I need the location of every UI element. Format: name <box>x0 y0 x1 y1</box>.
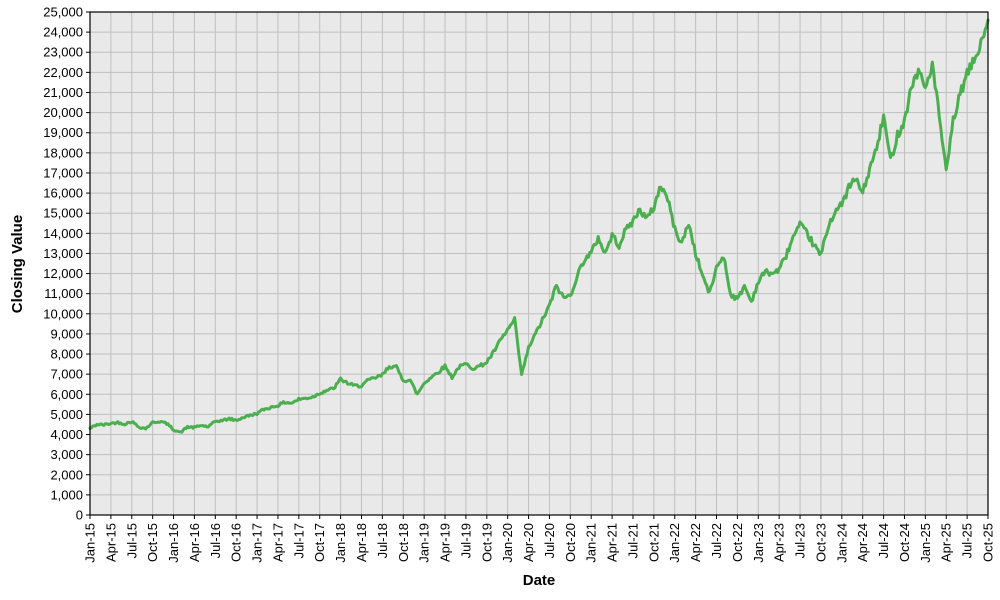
svg-text:11,000: 11,000 <box>44 286 83 301</box>
x-axis-title: Date <box>522 572 556 589</box>
svg-text:22,000: 22,000 <box>43 65 83 80</box>
svg-text:23,000: 23,000 <box>43 45 83 60</box>
svg-text:21,000: 21,000 <box>43 85 83 100</box>
svg-text:20,000: 20,000 <box>43 105 83 120</box>
svg-text:6,000: 6,000 <box>50 387 83 402</box>
svg-text:19,000: 19,000 <box>43 125 83 140</box>
svg-text:Oct-19: Oct-19 <box>479 523 494 562</box>
svg-text:Apr-18: Apr-18 <box>354 523 369 562</box>
svg-text:13,000: 13,000 <box>43 246 83 261</box>
svg-text:Jul-16: Jul-16 <box>208 523 223 558</box>
svg-text:24,000: 24,000 <box>43 25 83 40</box>
svg-text:3,000: 3,000 <box>50 447 83 462</box>
svg-text:Jul-20: Jul-20 <box>542 523 557 558</box>
svg-text:Oct-17: Oct-17 <box>312 523 327 562</box>
svg-text:8,000: 8,000 <box>50 347 83 362</box>
svg-text:Oct-24: Oct-24 <box>897 523 912 562</box>
svg-text:Jan-16: Jan-16 <box>166 523 181 563</box>
svg-text:Jul-25: Jul-25 <box>960 523 975 558</box>
svg-text:Apr-19: Apr-19 <box>438 523 453 562</box>
svg-text:Oct-20: Oct-20 <box>563 523 578 562</box>
svg-text:15,000: 15,000 <box>43 206 83 221</box>
y-axis-title: Closing Value <box>9 214 26 314</box>
svg-text:Jul-19: Jul-19 <box>458 523 473 558</box>
svg-text:Jul-17: Jul-17 <box>291 523 306 558</box>
svg-text:0: 0 <box>76 508 83 523</box>
svg-text:12,000: 12,000 <box>43 266 83 281</box>
svg-text:Jan-18: Jan-18 <box>333 523 348 563</box>
svg-text:25,000: 25,000 <box>43 5 83 20</box>
svg-text:Oct-22: Oct-22 <box>730 523 745 562</box>
svg-text:Oct-18: Oct-18 <box>396 523 411 562</box>
svg-text:Apr-21: Apr-21 <box>605 523 620 562</box>
svg-text:Oct-23: Oct-23 <box>813 523 828 562</box>
svg-text:Apr-16: Apr-16 <box>187 523 202 562</box>
svg-text:Jan-22: Jan-22 <box>667 523 682 563</box>
svg-text:Jul-21: Jul-21 <box>625 523 640 558</box>
svg-text:17,000: 17,000 <box>43 165 83 180</box>
svg-text:18,000: 18,000 <box>43 145 83 160</box>
svg-text:Jan-24: Jan-24 <box>834 523 849 563</box>
svg-text:Apr-15: Apr-15 <box>103 523 118 562</box>
svg-text:16,000: 16,000 <box>43 186 83 201</box>
svg-text:10,000: 10,000 <box>43 306 83 321</box>
svg-text:Oct-21: Oct-21 <box>646 523 661 562</box>
svg-text:9,000: 9,000 <box>50 326 83 341</box>
svg-text:Oct-15: Oct-15 <box>145 523 160 562</box>
svg-text:Apr-22: Apr-22 <box>688 523 703 562</box>
svg-text:Jul-24: Jul-24 <box>876 523 891 558</box>
svg-text:Oct-16: Oct-16 <box>229 523 244 562</box>
svg-text:4,000: 4,000 <box>50 427 83 442</box>
svg-text:Jan-21: Jan-21 <box>584 523 599 563</box>
svg-text:Jan-20: Jan-20 <box>500 523 515 563</box>
svg-text:Oct-25: Oct-25 <box>981 523 996 562</box>
svg-text:5,000: 5,000 <box>50 407 83 422</box>
svg-text:Jul-23: Jul-23 <box>793 523 808 558</box>
svg-text:1,000: 1,000 <box>50 487 83 502</box>
svg-text:Jan-15: Jan-15 <box>83 523 98 563</box>
svg-text:Jan-25: Jan-25 <box>918 523 933 563</box>
svg-text:Apr-24: Apr-24 <box>855 523 870 562</box>
svg-text:2,000: 2,000 <box>50 467 83 482</box>
svg-text:Apr-17: Apr-17 <box>270 523 285 562</box>
svg-text:Jul-15: Jul-15 <box>124 523 139 558</box>
svg-text:Jan-19: Jan-19 <box>417 523 432 563</box>
svg-text:Apr-23: Apr-23 <box>772 523 787 562</box>
svg-text:7,000: 7,000 <box>50 367 83 382</box>
svg-text:Apr-20: Apr-20 <box>521 523 536 562</box>
svg-text:Jul-18: Jul-18 <box>375 523 390 558</box>
svg-text:Jan-23: Jan-23 <box>751 523 766 563</box>
svg-text:Jan-17: Jan-17 <box>250 523 265 563</box>
svg-text:14,000: 14,000 <box>43 226 83 241</box>
svg-text:Jul-22: Jul-22 <box>709 523 724 558</box>
svg-text:Apr-25: Apr-25 <box>939 523 954 562</box>
